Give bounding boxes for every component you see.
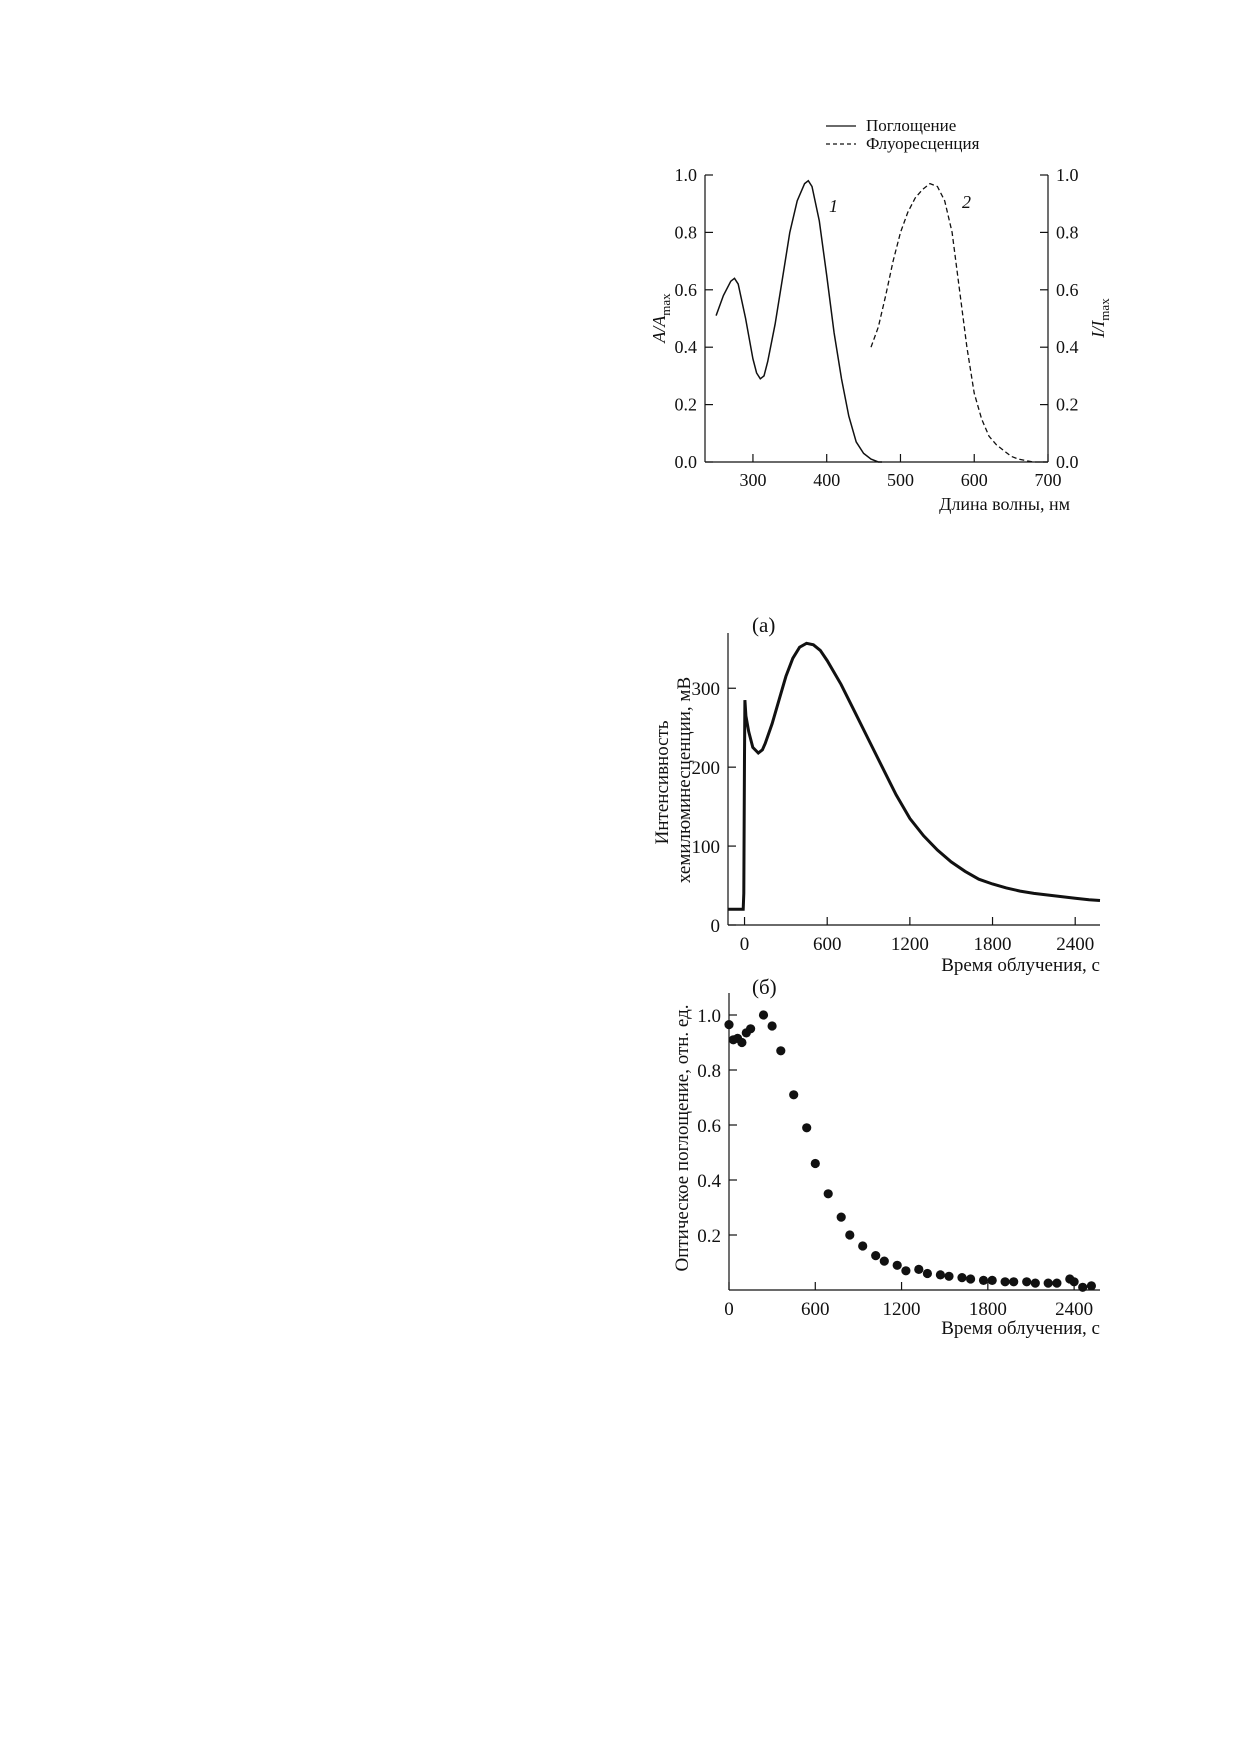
- data-point: [935, 1270, 946, 1280]
- y-axis-label: Интенсивность хемилюминесценции, мВ: [652, 677, 695, 883]
- data-point: [879, 1256, 889, 1266]
- data-point: [966, 1274, 976, 1284]
- right-y-tick-label: 0.4: [1056, 337, 1079, 357]
- data-point: [810, 1158, 820, 1169]
- data-point: [901, 1266, 911, 1276]
- y-tick-label: 300: [692, 679, 721, 700]
- right-y-tick-label: 0.2: [1056, 395, 1079, 415]
- x-tick-label: 500: [887, 470, 914, 490]
- chemiluminescence-curve: [728, 641, 1101, 911]
- right-y-axis-label: I/Imax: [1088, 298, 1112, 339]
- x-tick-label: 0: [724, 1299, 734, 1320]
- x-tick-label: 1200: [891, 934, 929, 955]
- left-y-tick-label: 0.8: [675, 222, 698, 242]
- left-y-tick-label: 0.4: [675, 337, 698, 357]
- x-axis-label: Длина волны, нм: [939, 494, 1070, 514]
- x-tick-label: 600: [801, 1299, 830, 1320]
- data-point: [1069, 1277, 1079, 1287]
- left-y-tick-label: 0.2: [675, 395, 698, 415]
- data-point: [987, 1275, 997, 1285]
- spectra-axis-ticks: 0.0 0.0 0.2 0.2 0.4 0.4 0.6 0.6 0.8 0.8 1.0 1.0 300 4…: [675, 165, 1079, 490]
- spectra-chart: Поглощение Флуоресценция 0.0 0.0 0.2 0.2 0.4…: [649, 116, 1112, 514]
- y-tick-label: 0.6: [697, 1116, 721, 1137]
- data-point: [1022, 1277, 1032, 1287]
- y-axis-label: Оптическое поглощение, отн. ед.: [672, 1004, 693, 1271]
- data-point: [922, 1268, 933, 1279]
- y-tick-label: 0.4: [697, 1171, 721, 1192]
- data-point: [724, 1020, 734, 1030]
- panel-label-a: (а): [752, 613, 775, 637]
- right-y-tick-label: 0.8: [1056, 222, 1079, 242]
- fluorescence-curve: [870, 182, 1048, 463]
- data-point: [767, 1021, 777, 1031]
- panel-label-b: (б): [752, 975, 777, 999]
- data-point: [776, 1046, 786, 1056]
- curve-label-2: 2: [962, 192, 971, 212]
- data-point: [1078, 1282, 1088, 1292]
- data-point: [823, 1189, 833, 1199]
- x-tick-label: 400: [813, 470, 840, 490]
- x-tick-label: 0: [740, 934, 750, 955]
- data-point: [845, 1230, 855, 1240]
- right-y-tick-label: 0.6: [1056, 280, 1079, 300]
- x-axis-label: Время облучения, с: [941, 955, 1100, 976]
- data-point: [746, 1024, 756, 1034]
- data-point: [957, 1273, 967, 1283]
- x-tick-label: 600: [813, 934, 842, 955]
- data-point: [892, 1260, 902, 1270]
- absorption-curve: [715, 179, 882, 463]
- x-tick-label: 1200: [883, 1299, 921, 1320]
- chemiluminescence-chart: (а) 0 100 200 300 0 600 1200 1800 2400 Интенсивн…: [652, 613, 1101, 976]
- left-y-tick-label: 0.0: [675, 452, 698, 472]
- data-point: [1030, 1278, 1040, 1288]
- data-point: [737, 1037, 747, 1048]
- data-point: [978, 1275, 989, 1285]
- data-point: [789, 1090, 799, 1100]
- x-tick-label: 600: [961, 470, 988, 490]
- curve-label-1: 1: [829, 196, 838, 216]
- data-point: [1000, 1277, 1010, 1287]
- y-tick-label: 1.0: [697, 1006, 721, 1027]
- x-tick-label: 2400: [1056, 934, 1094, 955]
- x-tick-label: 300: [739, 470, 766, 490]
- legend-absorption-label: Поглощение: [866, 116, 956, 135]
- right-y-tick-label: 1.0: [1056, 165, 1079, 185]
- absorbance-axis-ticks: 0.2 0.4 0.6 0.8 1.0 0 600 1200 1800 2400: [697, 1006, 1093, 1320]
- data-point: [802, 1123, 812, 1133]
- x-tick-label: 2400: [1055, 1299, 1093, 1320]
- y-tick-label: 0: [711, 916, 721, 937]
- legend-fluorescence-label: Флуоресценция: [866, 134, 980, 153]
- data-point: [1052, 1278, 1062, 1288]
- absorbance-chart: (б) 0.2 0.4 0.6 0.8 1.0 0 600 1200 1800 2400 Опти…: [672, 975, 1100, 1339]
- left-y-tick-label: 0.6: [675, 280, 698, 300]
- data-point: [1009, 1277, 1019, 1287]
- x-tick-label: 1800: [974, 934, 1012, 955]
- data-point: [836, 1212, 846, 1222]
- right-y-tick-label: 0.0: [1056, 452, 1079, 472]
- x-axis-label: Время облучения, с: [941, 1318, 1100, 1339]
- y-tick-label: 100: [692, 837, 721, 858]
- absorbance-points: [724, 1010, 1096, 1292]
- y-tick-label: 200: [692, 758, 721, 779]
- y-tick-label: 0.8: [697, 1061, 721, 1082]
- x-tick-label: 700: [1035, 470, 1062, 490]
- data-point: [1043, 1278, 1053, 1288]
- data-point: [914, 1264, 924, 1274]
- data-point: [858, 1241, 868, 1251]
- left-y-tick-label: 1.0: [675, 165, 698, 185]
- data-point: [758, 1010, 769, 1020]
- y-tick-label: 0.2: [697, 1226, 721, 1247]
- left-y-axis-label: A/Amax: [649, 293, 673, 344]
- chemiluminescence-axis-ticks: 0 100 200 300 0 600 1200 1800 2400: [692, 679, 1095, 955]
- data-point: [944, 1271, 954, 1281]
- x-tick-label: 1800: [969, 1299, 1007, 1320]
- data-point: [871, 1251, 881, 1261]
- data-point: [1086, 1281, 1096, 1291]
